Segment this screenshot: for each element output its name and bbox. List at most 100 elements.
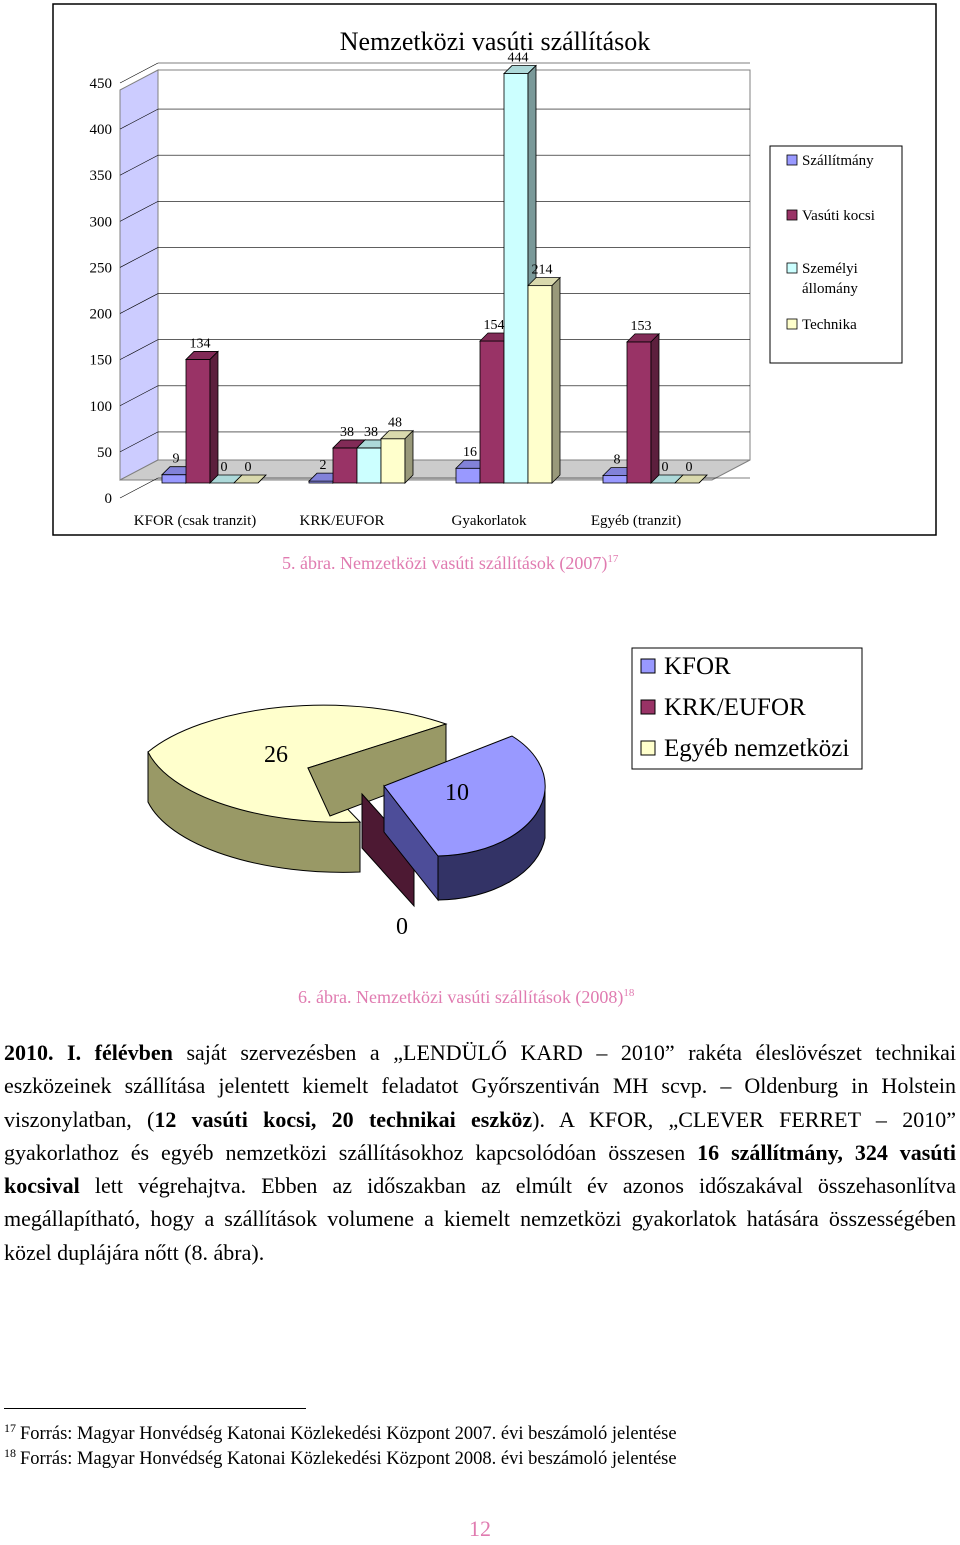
bar-front <box>602 475 628 484</box>
y-tick-label: 250 <box>90 260 113 276</box>
bar-front <box>503 73 529 484</box>
figure-6-footnote-ref: 18 <box>623 987 635 999</box>
pie-chart: 26 10 0 KFOR KRK/EUFOR Egyéb nemzetközi <box>147 647 863 940</box>
bar-value-label: 16 <box>463 445 477 460</box>
figure-6-caption: 6. ábra. Nemzetközi vasúti szállítások (… <box>298 987 634 1008</box>
bar-side <box>551 276 561 484</box>
category-label: Gyakorlatok <box>452 513 527 529</box>
footnote-18-number: 18 <box>4 1446 16 1460</box>
footnote-17-text: Forrás: Magyar Honvédség Katonai Közleke… <box>20 1424 677 1444</box>
y-tick-label: 350 <box>90 168 113 184</box>
bar-value-label: 134 <box>190 336 211 351</box>
figure-6-caption-text: 6. ábra. Nemzetközi vasúti szállítások (… <box>298 987 624 1007</box>
grid-line-side <box>119 154 159 176</box>
category-label: KFOR (csak tranzit) <box>134 513 256 529</box>
bar-front <box>626 341 652 484</box>
footnote-17: 17 Forrás: Magyar Honvédség Katonai Közle… <box>4 1421 677 1445</box>
category-label: Egyéb (tranzit) <box>591 513 681 529</box>
bar-value-label: 0 <box>686 460 693 475</box>
pie-slice-kfor <box>383 735 546 857</box>
bar-front <box>479 340 505 484</box>
pie-legend-label: Egyéb nemzetközi <box>664 735 849 762</box>
legend-swatch <box>786 318 798 330</box>
bar-side <box>257 474 267 484</box>
pie-label-0: 0 <box>396 914 408 940</box>
bold-text-run: 2010. I. félévben <box>4 1040 173 1065</box>
pie-legend-swatch <box>640 740 656 756</box>
pie-legend-label: KFOR <box>664 653 731 680</box>
y-tick-label: 50 <box>97 445 112 461</box>
bar-value-label: 214 <box>532 263 553 278</box>
bar-value-label: 0 <box>662 460 669 475</box>
bar-value-label: 9 <box>173 452 180 467</box>
legend-label: Személyi <box>802 261 858 277</box>
bar-value-label: 0 <box>221 460 228 475</box>
footnote-18-text: Forrás: Magyar Honvédség Katonai Közleke… <box>20 1449 677 1469</box>
bar-front <box>161 474 187 484</box>
footnote-18: 18 Forrás: Magyar Honvédség Katonai Közle… <box>4 1446 677 1470</box>
pie-label-26: 26 <box>264 742 288 768</box>
grid-line-side <box>119 385 159 407</box>
bar-front <box>332 447 358 484</box>
y-tick-label: 150 <box>90 353 113 369</box>
bar-front <box>380 438 406 484</box>
figure-5-footnote-ref: 17 <box>607 553 619 565</box>
bar-side <box>650 332 660 484</box>
bar-value-label: 48 <box>388 416 402 431</box>
legend-swatch <box>786 209 798 221</box>
bar-value-label: 444 <box>508 51 529 66</box>
grid-line-side <box>119 108 159 130</box>
bar-side <box>209 350 219 484</box>
pie-legend-swatch <box>640 699 656 715</box>
bar-front <box>356 447 382 484</box>
grid-line-side <box>119 293 159 314</box>
y-tick-label: 0 <box>105 491 113 507</box>
figure-5-caption: 5. ábra. Nemzetközi vasúti szállítások (… <box>282 553 618 574</box>
bar-value-label: 38 <box>364 425 378 440</box>
bar-value-label: 0 <box>245 460 252 475</box>
y-tick-label: 400 <box>90 122 113 138</box>
bar-front <box>455 467 481 484</box>
bar-value-label: 154 <box>484 318 505 333</box>
pie-slice-egyeb-top <box>147 704 448 823</box>
grid-line-side <box>119 477 159 499</box>
grid-line-side <box>119 431 159 453</box>
legend-label: állomány <box>802 281 858 297</box>
pie-legend-label: KRK/EUFOR <box>664 694 806 721</box>
legend-label: Technika <box>802 317 857 333</box>
bar-value-label: 2 <box>320 458 327 473</box>
bar-chart-title: Nemzetközi vasúti szállítások <box>340 27 650 56</box>
figure-5-caption-text: 5. ábra. Nemzetközi vasúti szállítások (… <box>282 553 608 573</box>
grid-line-side <box>119 247 159 268</box>
footnote-17-number: 17 <box>4 1421 16 1435</box>
y-tick-label: 200 <box>90 307 113 323</box>
bar-value-label: 8 <box>614 453 621 468</box>
legend-swatch <box>786 154 798 166</box>
legend-label: Szállítmány <box>802 153 874 169</box>
pie-legend <box>631 647 863 770</box>
text-run: ). A KFOR, „CLEVER FERRET – 2010” gyakor… <box>4 1106 956 1165</box>
bar-front <box>527 285 553 484</box>
y-tick-label: 450 <box>90 76 113 92</box>
y-tick-label: 300 <box>90 214 113 230</box>
pie-label-10: 10 <box>445 780 469 806</box>
legend-swatch <box>786 262 798 274</box>
bar-value-label: 38 <box>340 425 354 440</box>
pie-legend-swatch <box>640 658 656 674</box>
y-tick-label: 100 <box>90 399 113 415</box>
footnote-separator <box>4 1408 306 1409</box>
legend-label: Vasúti kocsi <box>802 208 875 224</box>
text-run: lett végrehajtva. Ebben az időszakban az… <box>4 1173 956 1265</box>
bold-text-run: 12 vasúti kocsi, 20 technikai eszköz <box>154 1106 533 1132</box>
text-run: saját szervezésben a „LENDÜLŐ KARD – 201… <box>4 1040 956 1132</box>
grid-line-side <box>119 339 159 360</box>
grid-line-side <box>119 201 159 222</box>
bar-value-label: 153 <box>631 319 652 334</box>
bar-side <box>404 429 414 484</box>
category-label: KRK/EUFOR <box>299 513 384 529</box>
bar-front <box>185 359 211 484</box>
bold-text-run: 16 szállítmány, 324 vasúti kocsival <box>4 1139 956 1199</box>
bar-chart-frame: Nemzetközi vasúti szállítások 450 400 350 3… <box>52 3 937 536</box>
body-paragraph: 2010. I. félévben saját szervezésben a „… <box>4 1036 956 1269</box>
page-number: 12 <box>469 1516 491 1541</box>
